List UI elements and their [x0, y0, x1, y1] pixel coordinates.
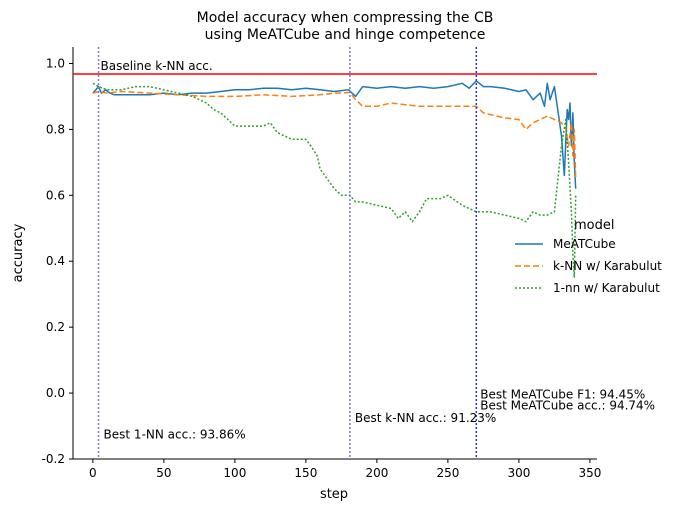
plot-area: 0 50 100 150 200 250 300 350 -0.2 0.0 0.2 0.4 0.6 0.8… — [42, 47, 655, 480]
legend-label-3: 1-nn w/ Karabulut — [553, 281, 660, 295]
legend-label-1: MeATCube — [553, 237, 616, 251]
legend-title: model — [574, 218, 614, 233]
legend: model MeATCube k-NN w/ Karabulut 1-nn w/ K… — [515, 218, 662, 295]
series-line-2 — [92, 90, 577, 179]
x-tick-label: 100 — [223, 466, 246, 480]
y-axis-label: accuracy — [11, 223, 26, 282]
chart-title-line2: using MeATCube and hinge competence — [205, 27, 486, 43]
x-tick-label: 300 — [507, 466, 530, 480]
vline-label-3: Best MeATCube F1: 94.45% — [480, 388, 645, 402]
vline-label-1: Best 1-NN acc.: 93.86% — [104, 427, 246, 441]
x-tick-label: 200 — [365, 466, 388, 480]
x-tick-label: 350 — [578, 466, 601, 480]
y-tick-label: -0.2 — [42, 452, 65, 466]
baseline-label: Baseline k-NN acc. — [101, 59, 213, 73]
x-tick-label: 250 — [436, 466, 459, 480]
y-tick-label: 1.0 — [46, 56, 65, 70]
y-tick-label: 0.4 — [46, 254, 65, 268]
chart-title-line1: Model accuracy when compressing the CB — [197, 10, 494, 26]
vline-label-2: Best k-NN acc.: 91.23% — [355, 411, 496, 425]
legend-label-2: k-NN w/ Karabulut — [553, 259, 662, 273]
vline-label-4: Best MeATCube acc.: 94.74% — [480, 399, 655, 413]
x-axis-label: step — [320, 487, 348, 502]
x-tick-label: 150 — [294, 466, 317, 480]
y-tick-label: 0.2 — [46, 320, 65, 334]
series-line-3 — [92, 82, 577, 279]
y-tick-label: 0.0 — [46, 386, 65, 400]
series-line-1 — [92, 80, 577, 189]
x-tick-label: 50 — [156, 466, 171, 480]
y-tick-label: 0.6 — [46, 188, 65, 202]
x-tick-label: 0 — [89, 466, 97, 480]
y-tick-label: 0.8 — [46, 122, 65, 136]
